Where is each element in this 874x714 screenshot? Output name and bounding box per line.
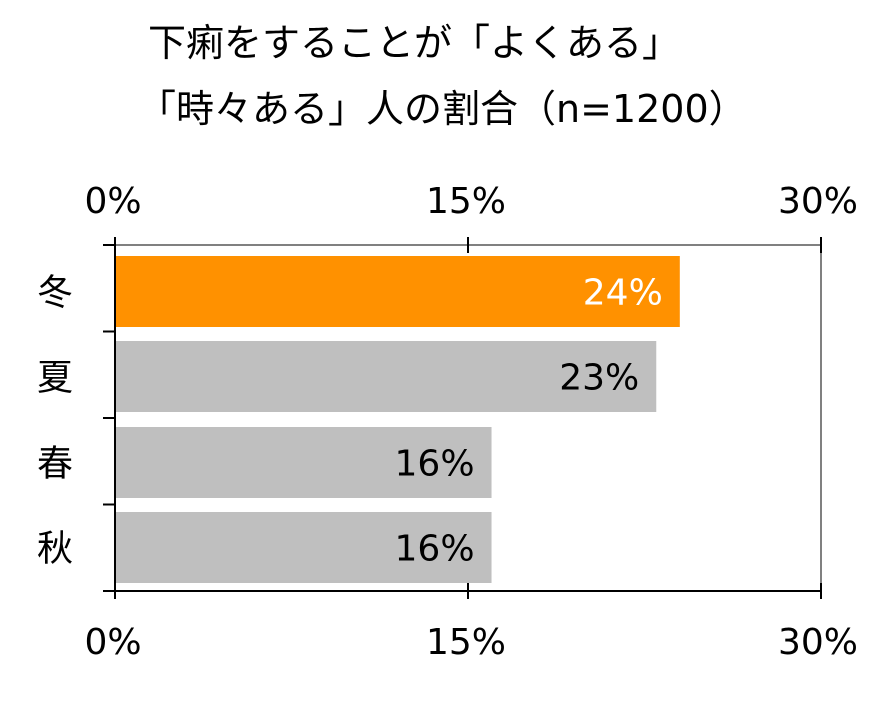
- bar-value-label-2: 16%: [395, 444, 475, 485]
- x-tick-label-bottom-1: 15%: [426, 622, 506, 663]
- bar-value-label-3: 16%: [395, 529, 475, 570]
- chart-title-line-2: 「時々ある」人の割合（n=1200）: [138, 87, 747, 131]
- category-label-1: 夏: [37, 358, 73, 399]
- chart-title-line-1: 下痢をすることが「よくある」: [148, 21, 681, 65]
- category-label-0: 冬: [37, 273, 73, 314]
- x-tick-label-bottom-0: 0%: [84, 622, 141, 663]
- x-tick-label-bottom-2: 30%: [778, 622, 858, 663]
- bar-0: [115, 256, 680, 327]
- category-label-3: 秋: [37, 529, 73, 570]
- chart-title: 下痢をすることが「よくある」 「時々ある」人の割合（n=1200）: [0, 0, 874, 150]
- x-tick-label-top-0: 0%: [84, 181, 141, 222]
- bar-2: [115, 427, 492, 498]
- bar-3: [115, 512, 492, 583]
- bar-value-label-0: 24%: [583, 273, 663, 314]
- category-label-2: 春: [37, 444, 73, 485]
- bar-value-label-1: 23%: [559, 358, 639, 399]
- x-tick-label-top-1: 15%: [426, 181, 506, 222]
- bar-1: [115, 341, 657, 412]
- x-tick-label-top-2: 30%: [778, 181, 858, 222]
